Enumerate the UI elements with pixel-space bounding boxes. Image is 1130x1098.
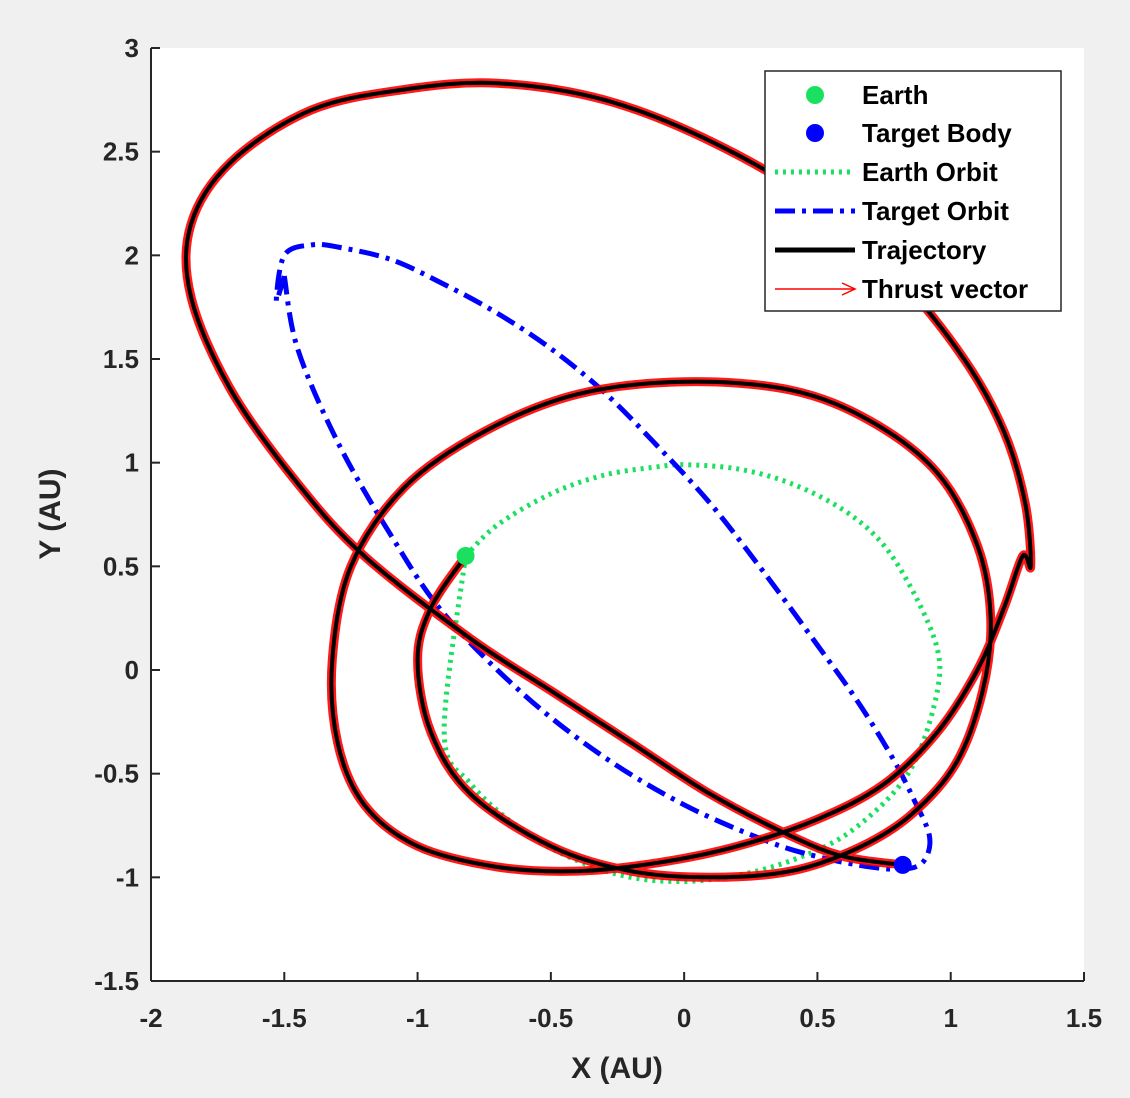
x-tick-label: -1.5	[262, 1003, 307, 1033]
axes-layer	[150, 48, 1084, 982]
y-tick-label: 0.5	[103, 551, 139, 581]
legend: Earth Target Body Earth Orbit Target Orb…	[764, 70, 1062, 312]
x-tick-label: 0	[677, 1003, 691, 1033]
series-target-orbit	[273, 241, 933, 872]
legend-label-trajectory: Trajectory	[862, 235, 987, 265]
series-trajectory	[184, 80, 1033, 880]
y-tick-label: 0	[125, 655, 139, 685]
legend-target-body-marker	[806, 124, 824, 142]
x-tick-label: -2	[139, 1003, 162, 1033]
x-tick-label: -0.5	[528, 1003, 573, 1033]
x-tick-label: 1	[943, 1003, 957, 1033]
y-tick-label: 1	[125, 448, 139, 478]
legend-label-earth: Earth	[862, 80, 928, 110]
legend-label-earth-orbit: Earth Orbit	[862, 157, 998, 187]
y-tick-label: 2.5	[103, 137, 139, 167]
data-layer	[181, 78, 1036, 885]
legend-earth-marker	[806, 86, 824, 104]
legend-box	[764, 70, 1062, 312]
x-tick-label: -1	[406, 1003, 429, 1033]
y-tick-label: -1	[116, 862, 139, 892]
x-tick-label: 1.5	[1066, 1003, 1102, 1033]
legend-label-thrust-vector: Thrust vector	[862, 274, 1028, 304]
y-tick-label: 1.5	[103, 344, 139, 374]
y-tick-label: 3	[125, 33, 139, 63]
legend-label-target-orbit: Target Orbit	[862, 196, 1009, 226]
y-tick-label: -1.5	[94, 966, 139, 996]
target-body-marker	[893, 855, 912, 874]
y-tick-label: 2	[125, 240, 139, 270]
x-axis-label: X (AU)	[571, 1052, 663, 1085]
earth-marker	[456, 546, 475, 565]
y-tick-label: -0.5	[94, 759, 139, 789]
legend-label-target-body: Target Body	[862, 118, 1012, 148]
ticks-layer: -2 -1.5 -1 -0.5 0 0.5 1 1.5-1.5-1-0.500.511.522…	[94, 33, 1102, 1033]
legend-thrust-vector-arrowhead	[841, 282, 857, 296]
x-tick-label: 0.5	[799, 1003, 835, 1033]
y-axis-label: Y (AU)	[34, 468, 67, 559]
